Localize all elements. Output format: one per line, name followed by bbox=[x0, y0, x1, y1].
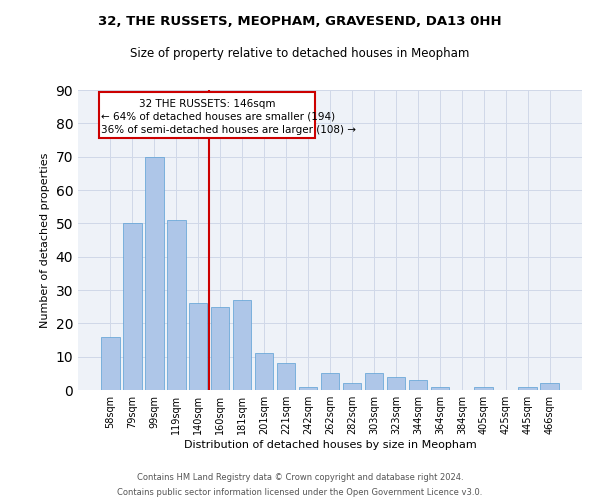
Bar bbox=[299, 386, 317, 390]
Bar bbox=[343, 384, 361, 390]
Text: Size of property relative to detached houses in Meopham: Size of property relative to detached ho… bbox=[130, 48, 470, 60]
Bar bbox=[101, 336, 119, 390]
Text: 32 THE RUSSETS: 146sqm: 32 THE RUSSETS: 146sqm bbox=[139, 99, 275, 109]
Bar bbox=[409, 380, 427, 390]
Y-axis label: Number of detached properties: Number of detached properties bbox=[40, 152, 50, 328]
Bar bbox=[211, 306, 229, 390]
Bar bbox=[431, 386, 449, 390]
Bar bbox=[189, 304, 208, 390]
Bar bbox=[255, 354, 274, 390]
Text: Contains public sector information licensed under the Open Government Licence v3: Contains public sector information licen… bbox=[118, 488, 482, 497]
X-axis label: Distribution of detached houses by size in Meopham: Distribution of detached houses by size … bbox=[184, 440, 476, 450]
Bar bbox=[320, 374, 340, 390]
Bar bbox=[386, 376, 405, 390]
Bar bbox=[518, 386, 537, 390]
Bar bbox=[233, 300, 251, 390]
Bar bbox=[365, 374, 383, 390]
Bar bbox=[541, 384, 559, 390]
Text: 32, THE RUSSETS, MEOPHAM, GRAVESEND, DA13 0HH: 32, THE RUSSETS, MEOPHAM, GRAVESEND, DA1… bbox=[98, 15, 502, 28]
Bar bbox=[475, 386, 493, 390]
FancyBboxPatch shape bbox=[99, 92, 314, 138]
Bar bbox=[167, 220, 185, 390]
Bar bbox=[145, 156, 164, 390]
Bar bbox=[277, 364, 295, 390]
Text: ← 64% of detached houses are smaller (194): ← 64% of detached houses are smaller (19… bbox=[101, 112, 335, 122]
Text: Contains HM Land Registry data © Crown copyright and database right 2024.: Contains HM Land Registry data © Crown c… bbox=[137, 473, 463, 482]
Text: 36% of semi-detached houses are larger (108) →: 36% of semi-detached houses are larger (… bbox=[101, 125, 356, 135]
Bar bbox=[123, 224, 142, 390]
